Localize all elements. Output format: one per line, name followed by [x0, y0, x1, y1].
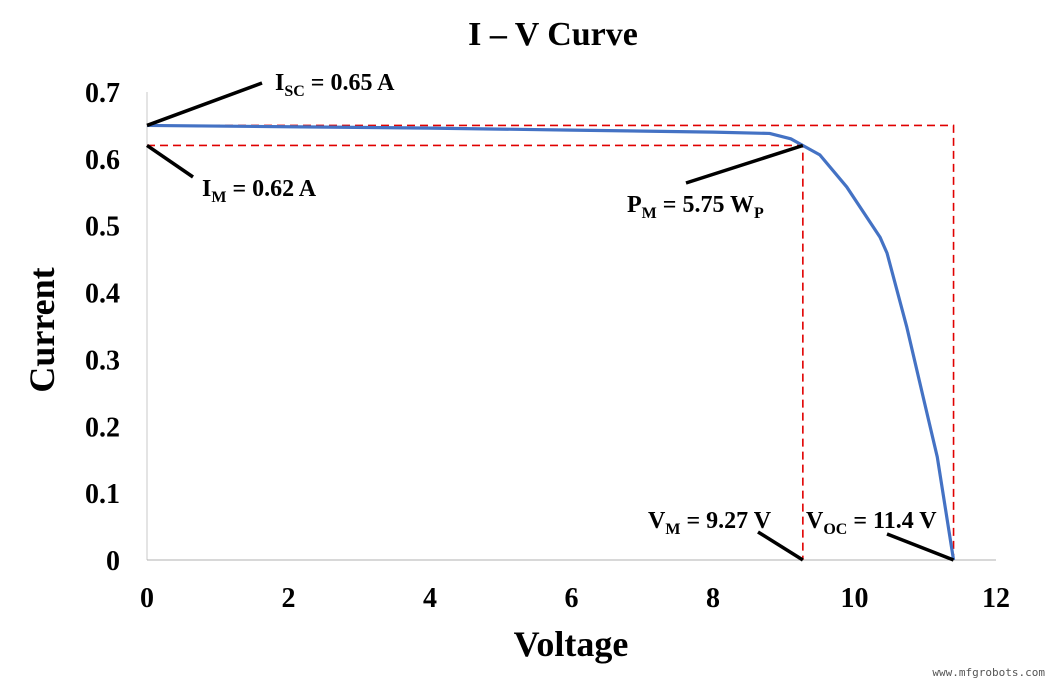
x-axis-label: Voltage	[514, 624, 629, 664]
y-tick-label: 0.5	[85, 212, 120, 243]
x-tick-label: 0	[140, 583, 154, 614]
annotation-label: IM = 0.62 A	[202, 176, 317, 206]
x-tick-label: 4	[423, 583, 437, 614]
y-tick-label: 0	[106, 546, 120, 577]
x-tick-label: 12	[982, 583, 1010, 614]
annotation-leader-line	[147, 145, 193, 177]
annotation-label: VM = 9.27 V	[648, 508, 772, 538]
y-tick-label: 0.1	[85, 479, 120, 510]
y-tick-label: 0.2	[85, 412, 120, 443]
y-tick-label: 0.4	[85, 279, 120, 310]
annotation-leader-line	[686, 145, 803, 183]
watermark: www.mfgrobots.com	[932, 666, 1045, 679]
annotation-label: VOC = 11.4 V	[806, 508, 937, 538]
x-tick-label: 8	[706, 583, 720, 614]
annotation-leader-line	[887, 534, 954, 560]
chart-title: I – V Curve	[468, 16, 638, 53]
y-tick-label: 0.3	[85, 345, 120, 376]
annotation-label: ISC = 0.65 A	[275, 70, 395, 100]
y-tick-label: 0.7	[85, 78, 120, 109]
x-tick-label: 10	[841, 583, 869, 614]
x-tick-label: 2	[282, 583, 296, 614]
annotation-leader-line	[147, 83, 262, 125]
annotation-leader-line	[758, 532, 803, 560]
y-axis-label: Current	[22, 267, 62, 392]
y-tick-label: 0.6	[85, 145, 120, 176]
x-tick-label: 6	[565, 583, 579, 614]
annotation-label: PM = 5.75 WP	[627, 192, 764, 222]
